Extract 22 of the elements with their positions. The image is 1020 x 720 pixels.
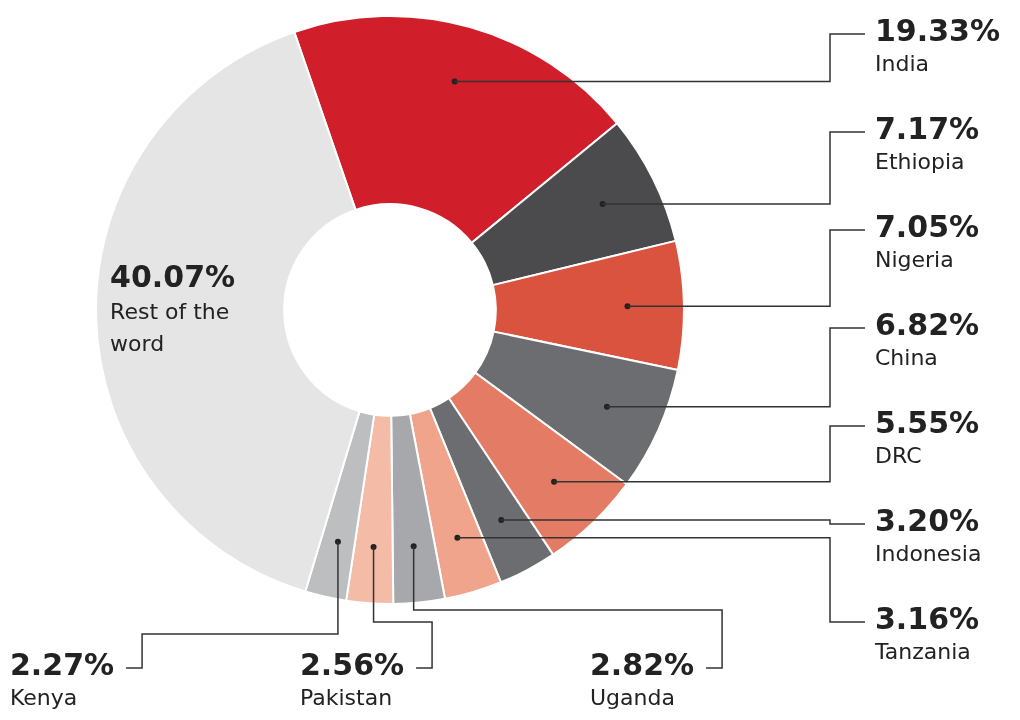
slice-label: Nigeria — [875, 246, 954, 272]
slice-label: Pakistan — [300, 684, 393, 710]
slice-label: Indonesia — [875, 540, 982, 566]
data-label: 2.27% — [10, 646, 115, 682]
data-label: 2.82% — [590, 646, 695, 682]
slice-label: Uganda — [590, 684, 675, 710]
data-label: 7.17% — [875, 110, 980, 146]
slice-label: Kenya — [10, 684, 78, 710]
slice-label: China — [875, 344, 938, 370]
data-label: 19.33% — [875, 12, 1000, 48]
slice-label: Ethiopia — [875, 148, 965, 174]
slice-label: Tanzania — [874, 638, 971, 664]
data-label: 40.07% — [110, 258, 236, 294]
data-label: 3.20% — [875, 502, 980, 538]
slice-label: DRC — [875, 442, 922, 468]
data-label: 3.16% — [875, 600, 980, 636]
data-label: 7.05% — [875, 208, 980, 244]
slice-label: Rest of the word — [110, 298, 230, 356]
data-label: 6.82% — [875, 306, 980, 342]
data-label: 2.56% — [300, 646, 405, 682]
slice-label: India — [875, 50, 929, 76]
data-label: 5.55% — [875, 404, 980, 440]
